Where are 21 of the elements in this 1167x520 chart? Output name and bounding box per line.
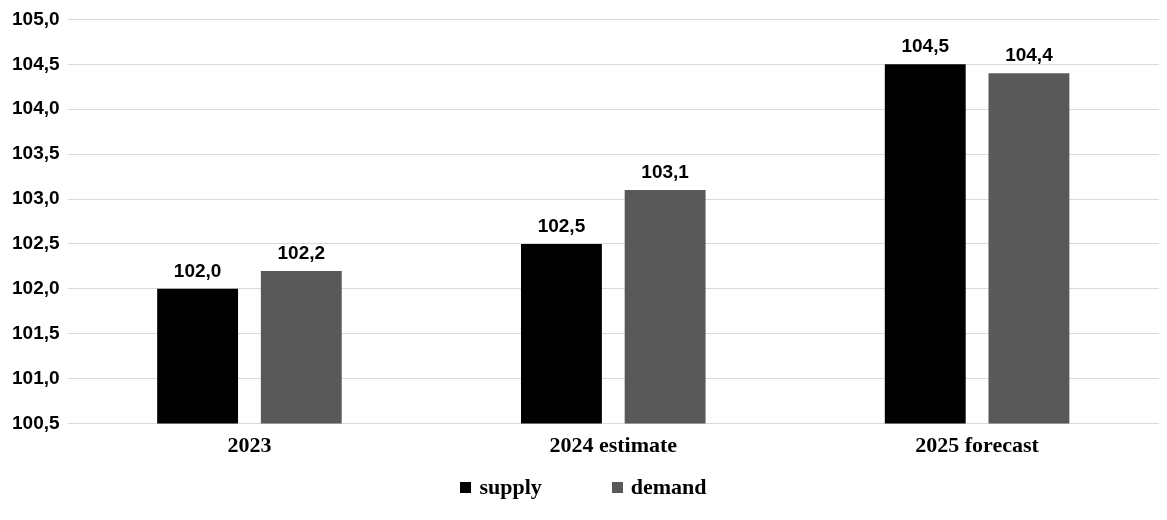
y-tick-label: 103,5 (12, 142, 60, 164)
x-tick-label: 2023 (227, 432, 272, 458)
legend-label: demand (630, 474, 707, 500)
y-tick-label: 101,5 (12, 322, 60, 344)
x-tick-label: 2025 forecast (915, 432, 1040, 458)
data-label: 104,5 (901, 35, 950, 57)
data-label: 102,0 (173, 259, 222, 281)
data-label: 102,2 (277, 241, 326, 263)
data-label: 104,4 (1005, 44, 1054, 66)
y-tick-label: 105,0 (12, 7, 60, 29)
y-tick-label: 100,5 (12, 411, 60, 433)
y-tick-label: 101,0 (12, 366, 60, 388)
y-tick-label: 103,0 (12, 187, 60, 209)
legend-label: supply (479, 474, 542, 500)
y-tick-label: 104,5 (12, 52, 60, 74)
x-tick-label: 2024 estimate (549, 432, 678, 458)
data-label: 103,1 (641, 160, 690, 182)
y-tick-label: 102,0 (12, 277, 60, 299)
y-tick-label: 104,0 (12, 97, 60, 119)
y-tick-label: 102,5 (12, 232, 60, 254)
data-label: 102,5 (537, 214, 586, 236)
